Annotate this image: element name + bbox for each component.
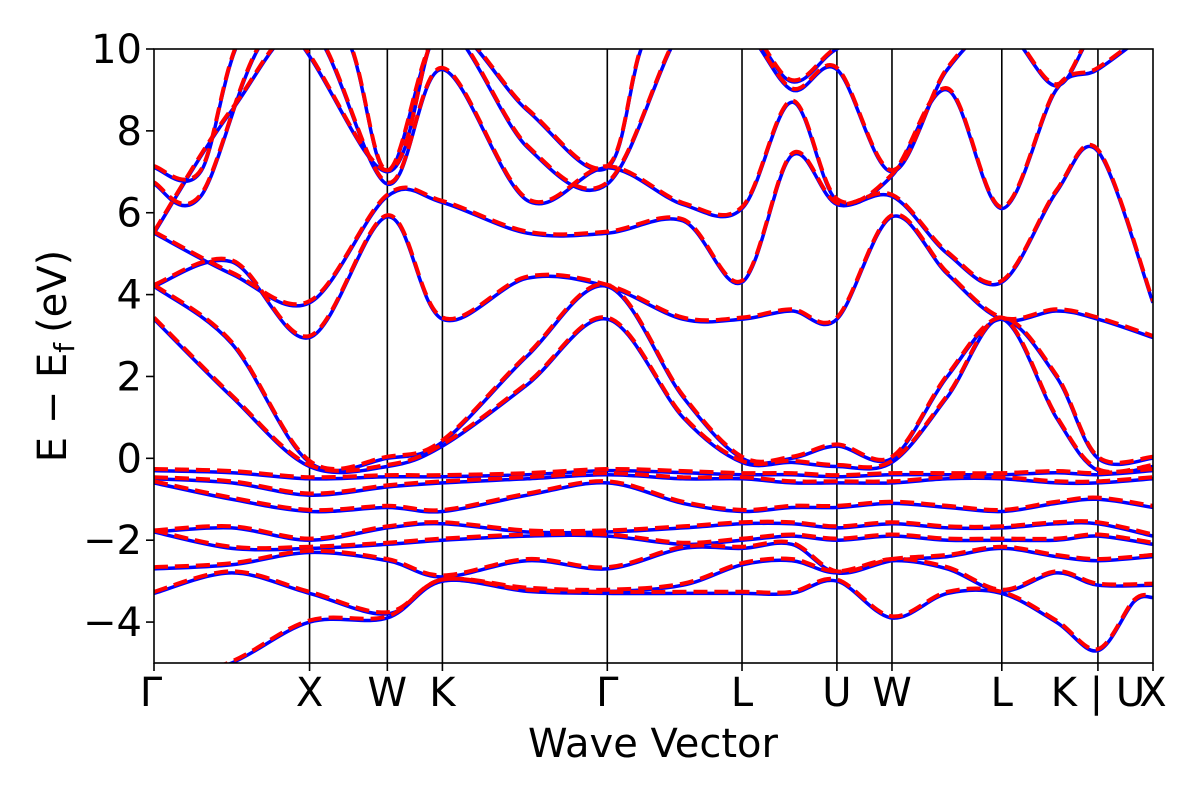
y-tick-label: −4: [83, 600, 142, 646]
y-axis-label-subscript: f: [48, 342, 81, 353]
band-line-solid: [154, 49, 841, 183]
x-tick-label: L: [731, 670, 754, 716]
x-tick-label: W: [368, 670, 408, 716]
band-line-solid: [154, 49, 1085, 208]
band-line-dashed: [154, 212, 1153, 339]
x-tick-label: W: [872, 670, 912, 716]
kpoint-vertical-lines: [308, 49, 1099, 663]
y-axis-label-main: E − E: [30, 353, 76, 463]
y-axis-label-unit: (eV): [30, 250, 76, 333]
x-tick-label: Γ: [140, 670, 163, 716]
x-axis-label: Wave Vector: [528, 721, 779, 767]
y-tick-label: 4: [117, 273, 142, 319]
x-tick-label: X: [296, 670, 323, 716]
band-line-dashed: [154, 466, 1153, 480]
x-tick-label: U: [822, 670, 851, 716]
plot-frame: [153, 48, 1154, 664]
y-tick-label: 8: [117, 109, 142, 155]
x-tick-label: X: [1139, 670, 1166, 716]
plot-background: [154, 49, 1153, 663]
band-line-dashed: [154, 479, 1153, 513]
x-tick-label: K: [429, 670, 457, 716]
band-line-dashed: [154, 49, 1128, 233]
y-axis-label: E − Ef (eV): [30, 250, 81, 463]
y-tick-label: 0: [117, 436, 142, 482]
band-line-dashed: [154, 556, 1153, 615]
y-tick-label: 6: [117, 191, 142, 237]
x-tick-label: K | U: [1051, 670, 1145, 716]
y-tick-label: 2: [117, 354, 142, 400]
band-line-dashed: [154, 471, 1153, 496]
x-tick-label: Γ: [596, 670, 619, 716]
band-lines: [154, 49, 1153, 663]
band-line-dashed: [154, 519, 1153, 541]
y-tick-label: −2: [83, 518, 142, 564]
band-line-dashed: [154, 315, 1153, 474]
band-line-dashed: [154, 539, 1153, 578]
y-ticks: −4 −2 0 2 4 6 8 10: [83, 27, 154, 646]
band-line-dashed: [222, 576, 1153, 663]
y-tick-label: 10: [91, 27, 142, 73]
band-line-dashed: [154, 528, 1153, 551]
band-line-dashed: [154, 282, 1153, 471]
x-tick-label: L: [991, 670, 1014, 716]
